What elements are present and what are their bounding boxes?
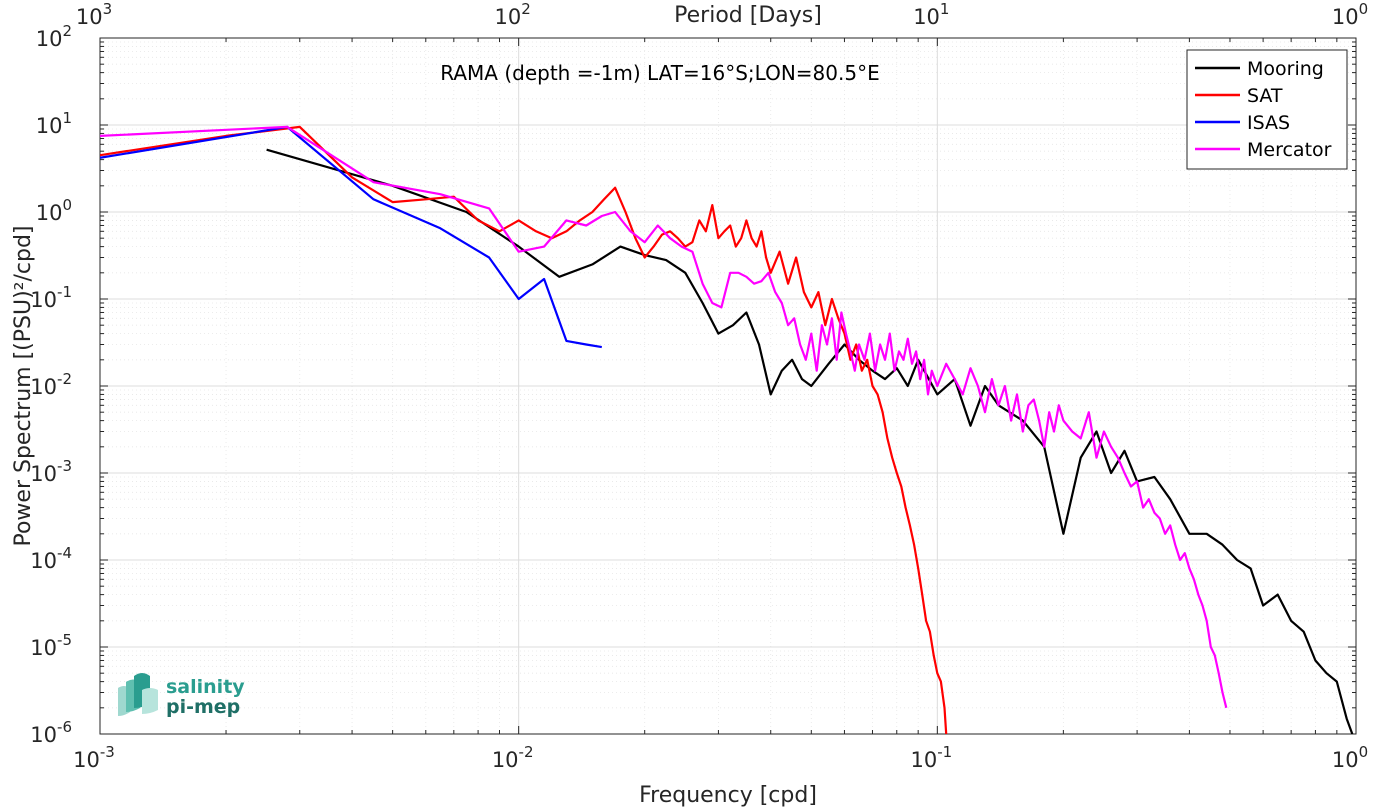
top-tick-label-exponent: 3	[103, 0, 113, 18]
y-tick-label: 10-3	[30, 457, 72, 486]
logo-mark-icon	[118, 673, 158, 716]
y-tick-label: 100	[36, 196, 72, 225]
legend-label-mercator: Mercator	[1247, 139, 1332, 161]
y-tick-label-base: 10	[30, 723, 57, 747]
legend-label-sat: SAT	[1247, 85, 1283, 107]
y-tick-label-base: 10	[30, 462, 57, 486]
chart-title: RAMA (depth =-1m) LAT=16°S;LON=80.5°E	[440, 61, 879, 85]
y-axis-label: Power Spectrum [(PSU)²/cpd]	[11, 225, 36, 546]
y-tick-label-base: 10	[36, 114, 63, 138]
y-tick-label-exponent: 0	[62, 196, 72, 214]
x-axis-label: Frequency [cpd]	[639, 783, 817, 808]
series-line-isas	[100, 125, 602, 349]
y-tick-label-exponent: -4	[57, 544, 72, 562]
salinity-pi-mep-logo: salinity pi-mep	[118, 673, 245, 718]
y-tick-label-exponent: -1	[57, 283, 72, 301]
series-line-sat	[100, 125, 948, 734]
y-tick-label-exponent: -6	[57, 718, 72, 736]
top-tick-label: 100	[1332, 0, 1368, 29]
legend-label-isas: ISAS	[1247, 112, 1290, 134]
y-tick-label-base: 10	[30, 549, 57, 573]
y-tick-label-base: 10	[36, 201, 63, 225]
series-group	[100, 125, 1354, 734]
y-tick-label-base: 10	[36, 27, 63, 51]
y-tick-label: 101	[36, 109, 72, 138]
y-tick-label-base: 10	[30, 636, 57, 660]
top-tick-label-exponent: 1	[940, 0, 950, 18]
top-tick-label: 103	[76, 0, 112, 29]
top-tick-label-base: 10	[1332, 5, 1359, 29]
series-line-mercator	[100, 125, 1228, 709]
x-tick-label-exponent: -3	[100, 743, 115, 761]
y-tick-label-exponent: 1	[62, 109, 72, 127]
x-tick-label: 100	[1332, 743, 1368, 772]
y-tick-label-base: 10	[30, 375, 57, 399]
y-tick-label-exponent: -5	[57, 631, 72, 649]
logo-text-salinity: salinity	[166, 676, 245, 698]
series-lines	[100, 125, 1354, 734]
x-tick-label: 10-1	[910, 743, 952, 772]
y-tick-label: 102	[36, 22, 72, 51]
top-tick-label: 102	[495, 0, 531, 29]
x-tick-label-exponent: 0	[1359, 743, 1369, 761]
y-tick-label: 10-4	[30, 544, 72, 573]
top-axis-label: Period [Days]	[674, 3, 822, 28]
x-tick-label-exponent: -2	[519, 743, 534, 761]
x-tick-label-base: 10	[1332, 748, 1359, 772]
x-tick-label: 10-2	[492, 743, 534, 772]
y-tick-label-exponent: 2	[62, 22, 72, 40]
top-tick-label-exponent: 0	[1359, 0, 1369, 18]
series-line-mooring	[266, 148, 1354, 734]
top-tick-label: 101	[913, 0, 949, 29]
grid	[100, 38, 1356, 734]
logo-text-pi-mep: pi-mep	[166, 696, 240, 718]
y-tick-label: 10-1	[30, 283, 72, 312]
y-tick-label-exponent: -3	[57, 457, 72, 475]
x-tick-label-base: 10	[910, 748, 937, 772]
top-tick-label-base: 10	[913, 5, 940, 29]
y-tick-label: 10-2	[30, 370, 72, 399]
x-tick-label: 10-3	[73, 743, 115, 772]
y-tick-label-exponent: -2	[57, 370, 72, 388]
x-tick-label-exponent: -1	[937, 743, 952, 761]
top-tick-label-base: 10	[76, 5, 103, 29]
y-tick-label: 10-5	[30, 631, 72, 660]
legend: Mooring SAT ISAS Mercator	[1186, 49, 1348, 170]
legend-label-mooring: Mooring	[1247, 58, 1324, 80]
top-tick-label-exponent: 2	[521, 0, 531, 18]
x-tick-label-base: 10	[492, 748, 519, 772]
y-tick-label: 10-6	[30, 718, 72, 747]
x-tick-label-base: 10	[73, 748, 100, 772]
top-tick-label-base: 10	[495, 5, 522, 29]
y-tick-label-base: 10	[30, 288, 57, 312]
